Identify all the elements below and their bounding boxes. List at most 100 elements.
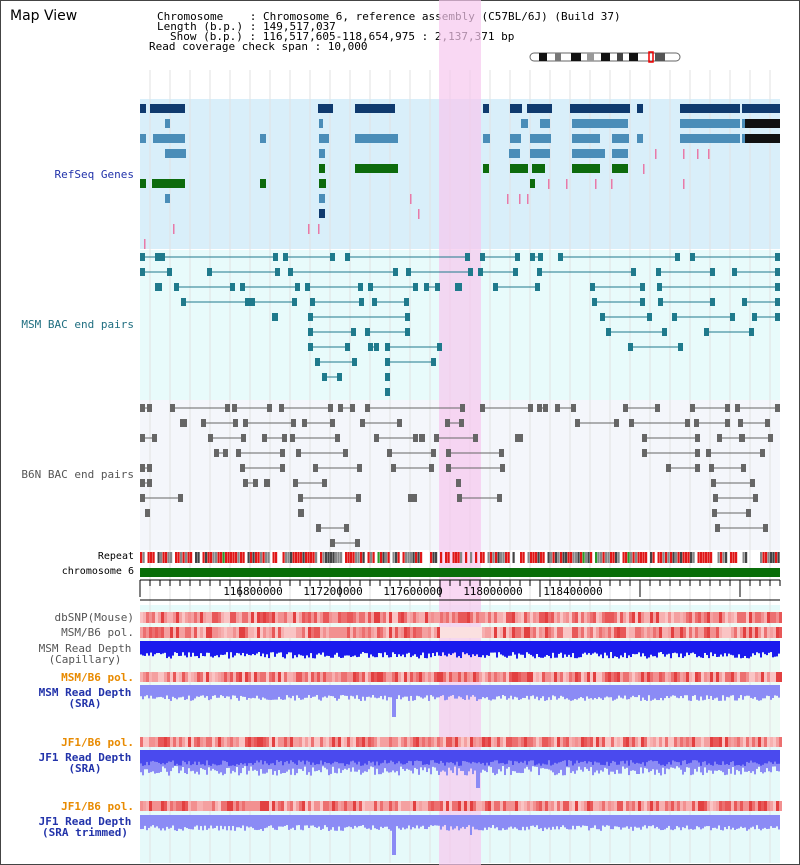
bac-end bbox=[513, 268, 518, 276]
bac-end bbox=[730, 313, 735, 321]
bac-end bbox=[243, 419, 248, 427]
b6n-bac-track-label[interactable]: B6N BAC end pairs bbox=[21, 468, 134, 481]
gene-block bbox=[355, 104, 395, 113]
bac-end bbox=[157, 283, 162, 291]
bac-end bbox=[431, 449, 436, 457]
bac-end bbox=[359, 298, 364, 306]
bac-end bbox=[457, 494, 462, 502]
ruler-tick-label: 118400000 bbox=[543, 585, 603, 598]
bac-end bbox=[345, 253, 350, 261]
ruler-tick-label: 117200000 bbox=[303, 585, 363, 598]
jf1-depth-sra-label[interactable]: JF1 Read Depth (SRA) bbox=[30, 752, 140, 774]
bac-end bbox=[253, 479, 258, 487]
bac-end bbox=[152, 434, 157, 442]
bac-end bbox=[424, 283, 429, 291]
bac-end bbox=[330, 539, 335, 547]
bac-end bbox=[434, 434, 439, 442]
bac-end bbox=[181, 298, 186, 306]
gene-block bbox=[150, 104, 185, 113]
bac-end bbox=[250, 298, 255, 306]
chromosome-bar bbox=[140, 568, 780, 577]
gene-block bbox=[570, 104, 630, 113]
chromosome-ideogram[interactable] bbox=[529, 51, 681, 63]
bac-end bbox=[690, 404, 695, 412]
bac-end bbox=[690, 253, 695, 261]
bac-end bbox=[365, 404, 370, 412]
bac-end bbox=[365, 328, 370, 336]
bac-end bbox=[393, 268, 398, 276]
bac-end bbox=[140, 253, 145, 261]
msm-depth-capillary-label[interactable]: MSM Read Depth (Capillary) bbox=[30, 643, 140, 665]
snp-tracks bbox=[140, 612, 782, 811]
bac-end bbox=[280, 464, 285, 472]
gene-block bbox=[680, 119, 740, 128]
gene-block bbox=[572, 149, 605, 158]
bac-end bbox=[355, 539, 360, 547]
bac-end bbox=[397, 419, 402, 427]
bac-end bbox=[160, 253, 165, 261]
bac-end bbox=[385, 343, 390, 351]
bac-end bbox=[296, 449, 301, 457]
bac-end bbox=[308, 343, 313, 351]
repeat-track-label[interactable]: Repeat bbox=[97, 551, 134, 562]
bac-end bbox=[265, 479, 270, 487]
bac-end bbox=[725, 419, 730, 427]
bac-end bbox=[647, 313, 652, 321]
gene-block bbox=[140, 104, 146, 113]
jf1-b6-pol-track-label[interactable]: JF1/B6 pol. bbox=[61, 736, 134, 749]
b6n-bac-pairs bbox=[140, 404, 780, 547]
bac-end bbox=[335, 434, 340, 442]
gene-block bbox=[140, 179, 146, 188]
bac-end bbox=[385, 388, 390, 396]
bac-end bbox=[404, 298, 409, 306]
bac-end bbox=[170, 404, 175, 412]
bac-end bbox=[337, 373, 342, 381]
bac-end bbox=[642, 434, 647, 442]
bac-end bbox=[775, 404, 780, 412]
bac-end bbox=[768, 434, 773, 442]
bac-end bbox=[298, 494, 303, 502]
bac-end bbox=[694, 419, 699, 427]
msm-depth-sra-line2: (SRA) bbox=[68, 697, 102, 710]
bac-end bbox=[497, 494, 502, 502]
bac-end bbox=[243, 479, 248, 487]
msm-depth-sra-label[interactable]: MSM Read Depth (SRA) bbox=[30, 687, 140, 709]
ruler-tick-label: 117600000 bbox=[383, 585, 443, 598]
ruler-tick-label: 116800000 bbox=[223, 585, 283, 598]
bac-end bbox=[360, 419, 365, 427]
bac-end bbox=[760, 449, 765, 457]
msm-bac-track-label[interactable]: MSM BAC end pairs bbox=[21, 318, 134, 331]
msm-b6-pol2-track-label[interactable]: MSM/B6 pol. bbox=[61, 671, 134, 684]
bac-end bbox=[174, 283, 179, 291]
bac-end bbox=[313, 464, 318, 472]
jf1-b6-pol2-track-label[interactable]: JF1/B6 pol. bbox=[61, 800, 134, 813]
gene-block bbox=[509, 149, 520, 158]
bac-end bbox=[478, 268, 483, 276]
dbsnp-track-label[interactable]: dbSNP(Mouse) bbox=[54, 611, 134, 624]
bac-end bbox=[446, 464, 451, 472]
bac-end bbox=[282, 434, 287, 442]
bac-end bbox=[656, 268, 661, 276]
bac-end bbox=[537, 268, 542, 276]
bac-end bbox=[356, 494, 361, 502]
gene-block bbox=[165, 149, 186, 158]
bac-end bbox=[316, 524, 321, 532]
jf1-depth-trimmed-label[interactable]: JF1 Read Depth (SRA trimmed) bbox=[30, 816, 140, 838]
bac-end bbox=[351, 328, 356, 336]
refseq-track-label[interactable]: RefSeq Genes bbox=[54, 168, 134, 181]
bac-end bbox=[344, 524, 349, 532]
bac-end bbox=[655, 404, 660, 412]
bac-end bbox=[629, 419, 634, 427]
bac-end bbox=[178, 494, 183, 502]
bac-end bbox=[642, 449, 647, 457]
chromosome-track-label[interactable]: chromosome 6 bbox=[61, 566, 134, 577]
bac-end bbox=[236, 449, 241, 457]
bac-end bbox=[368, 283, 373, 291]
bac-end bbox=[675, 253, 680, 261]
gene-block bbox=[680, 104, 740, 113]
msm-b6-pol-track-label[interactable]: MSM/B6 pol. bbox=[61, 626, 134, 639]
gene-block bbox=[319, 209, 325, 218]
bac-end bbox=[387, 449, 392, 457]
bac-end bbox=[413, 434, 418, 442]
